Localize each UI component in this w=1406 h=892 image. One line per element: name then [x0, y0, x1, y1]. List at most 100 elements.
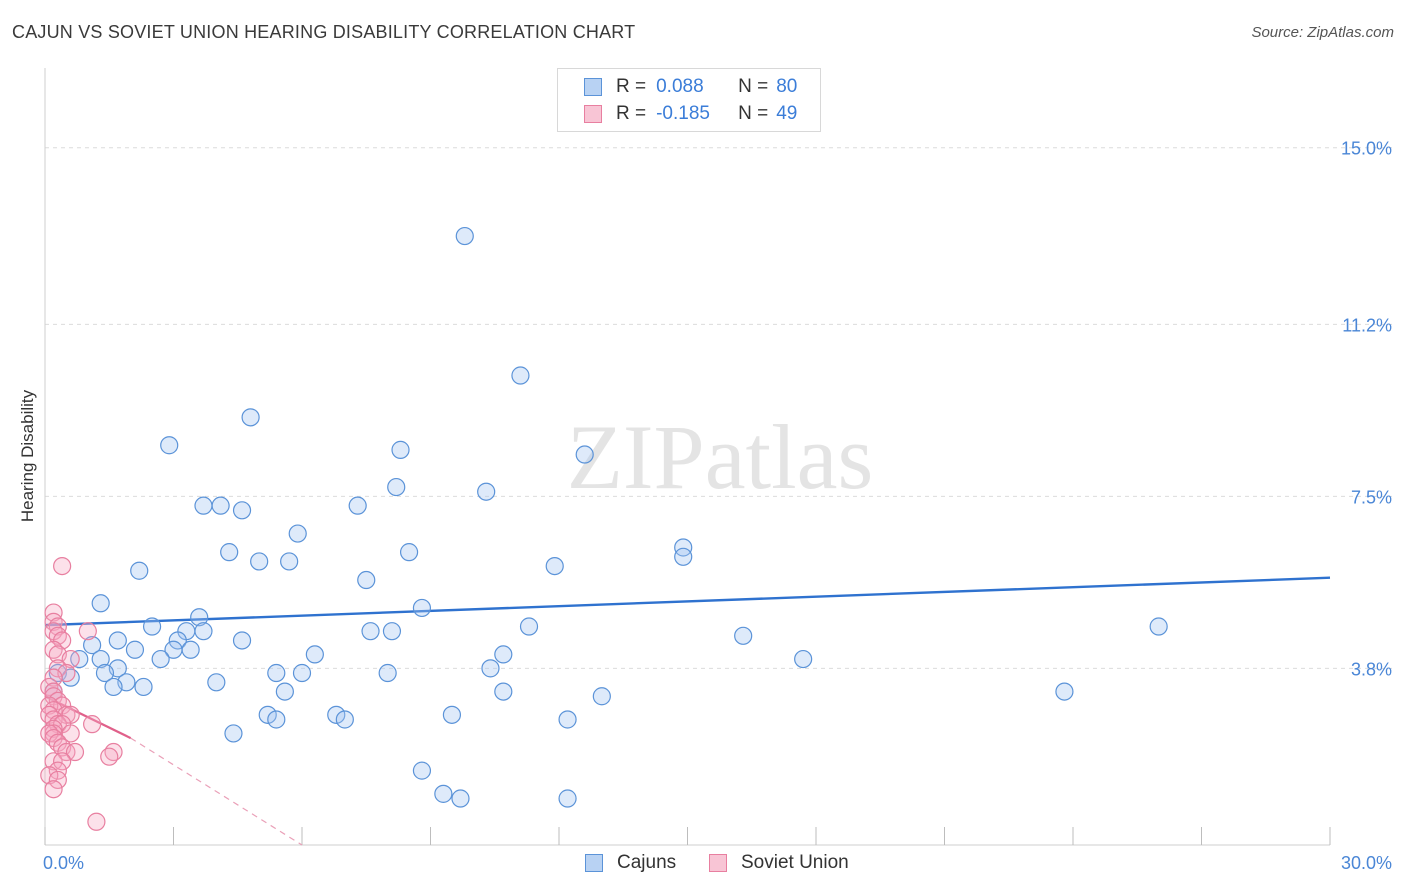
- x-tick-label: 30.0%: [1341, 853, 1392, 873]
- cajuns-point: [794, 649, 813, 669]
- cajuns-point: [190, 608, 209, 627]
- soviet-union-point: [61, 649, 80, 669]
- cajuns-point: [181, 640, 200, 659]
- watermark: ZIPatlas: [567, 406, 874, 508]
- cajuns-point: [220, 543, 239, 562]
- legend-r-value: 0.088: [656, 76, 704, 97]
- cajuns-point: [108, 631, 127, 650]
- cajuns-point: [545, 556, 564, 576]
- cajuns-point: [477, 482, 496, 501]
- trend-lines: [44, 576, 1331, 846]
- cajuns-point: [361, 622, 380, 641]
- cajuns-point: [335, 710, 354, 729]
- cajuns-point: [592, 687, 611, 706]
- cajuns-point: [83, 636, 102, 655]
- cajuns-point: [412, 761, 432, 780]
- cajuns-point: [130, 561, 149, 580]
- legend-label-cajuns: Cajuns: [617, 852, 677, 873]
- cajuns-legend-icon: [585, 854, 603, 872]
- cajuns-point: [232, 501, 252, 520]
- cajuns-point: [558, 789, 577, 808]
- cajuns-point: [142, 617, 162, 636]
- cajuns-point: [455, 226, 474, 246]
- cajuns-point: [348, 496, 367, 515]
- soviet-union-point: [44, 668, 63, 687]
- cajuns-point: [267, 710, 286, 729]
- cajuns-point: [519, 617, 539, 636]
- soviet-union-point: [44, 603, 63, 622]
- cajuns-point: [674, 547, 693, 566]
- cajuns-point: [674, 538, 693, 557]
- cajuns-point: [511, 366, 530, 385]
- cajuns-point: [288, 524, 307, 543]
- cajuns-point: [267, 663, 286, 683]
- cajuns-point: [327, 705, 346, 724]
- soviet-union-point: [53, 752, 72, 771]
- cajuns-point: [232, 631, 252, 650]
- legend-r-label: R =: [616, 103, 647, 124]
- cajuns-point: [258, 705, 277, 724]
- cajuns-point: [494, 645, 513, 664]
- legend-item-cajuns: Cajuns: [585, 852, 676, 874]
- cajuns-point: [134, 677, 153, 697]
- y-tick-label: 11.2%: [1342, 315, 1392, 335]
- cajuns-point: [305, 645, 324, 664]
- cajuns-point: [1055, 682, 1074, 701]
- cajuns-point: [558, 710, 577, 729]
- legend-row-soviet: R = -0.185 N = 49: [584, 102, 797, 126]
- cajuns-point: [1149, 617, 1168, 636]
- cajuns-point: [442, 705, 462, 724]
- soviet-union-point: [48, 770, 67, 790]
- cajuns-point: [91, 649, 110, 669]
- soviet-swatch-icon: [584, 105, 602, 123]
- legend-n-label: N =: [738, 76, 769, 97]
- soviet-union-point: [48, 761, 67, 780]
- source-credit: Source: ZipAtlas.com: [1251, 24, 1394, 41]
- x-tick-label: 0.0%: [43, 853, 84, 873]
- soviet-union-point: [44, 682, 63, 701]
- cajuns-point: [241, 408, 260, 427]
- legend-n-value: 49: [776, 103, 798, 124]
- legend-n-label: N =: [738, 103, 769, 124]
- cajuns-point: [357, 570, 376, 590]
- cajuns-point: [391, 440, 410, 459]
- cajuns-point: [378, 663, 397, 683]
- cajuns-point: [194, 622, 213, 641]
- cajuns-point: [734, 626, 753, 645]
- cajuns-trend-line: [44, 576, 1331, 627]
- cajuns-point: [292, 663, 312, 683]
- soviet-union-point: [40, 766, 59, 785]
- cajuns-point: [382, 622, 402, 641]
- y-tick-label: 7.5%: [1351, 487, 1392, 507]
- cajuns-point: [280, 552, 299, 571]
- soviet-union-point: [65, 742, 85, 762]
- legend-n-value: 80: [776, 76, 798, 97]
- legend-item-soviet: Soviet Union: [709, 852, 849, 874]
- y-tick-label: 3.8%: [1351, 659, 1392, 679]
- axes: [44, 68, 1331, 846]
- data-points: [40, 226, 1168, 831]
- legend-r-value: -0.185: [656, 103, 710, 124]
- cajuns-point: [207, 673, 226, 692]
- y-axis-label: Hearing Disability: [18, 389, 37, 523]
- cajuns-point: [160, 436, 179, 455]
- legend-row-cajuns: R = 0.088 N = 80: [584, 75, 797, 99]
- cajuns-point: [224, 724, 243, 743]
- soviet-union-point: [83, 715, 102, 734]
- soviet-union-point: [53, 556, 72, 576]
- soviet-union-point: [87, 812, 106, 831]
- chart-title: CAJUN VS SOVIET UNION HEARING DISABILITY…: [12, 22, 636, 42]
- cajuns-point: [194, 496, 213, 515]
- cajuns-swatch-icon: [584, 78, 602, 96]
- cajuns-point: [412, 598, 432, 618]
- cajuns-point: [434, 784, 453, 803]
- cajuns-point: [104, 677, 123, 697]
- soviet-union-point: [61, 724, 80, 743]
- cajuns-point: [168, 631, 187, 650]
- series-legend: Cajuns Soviet Union: [0, 852, 1406, 878]
- cajuns-point: [575, 445, 594, 464]
- soviet-union-point: [78, 622, 97, 641]
- legend-r-label: R =: [616, 76, 647, 97]
- soviet-trend-extension: [130, 737, 303, 846]
